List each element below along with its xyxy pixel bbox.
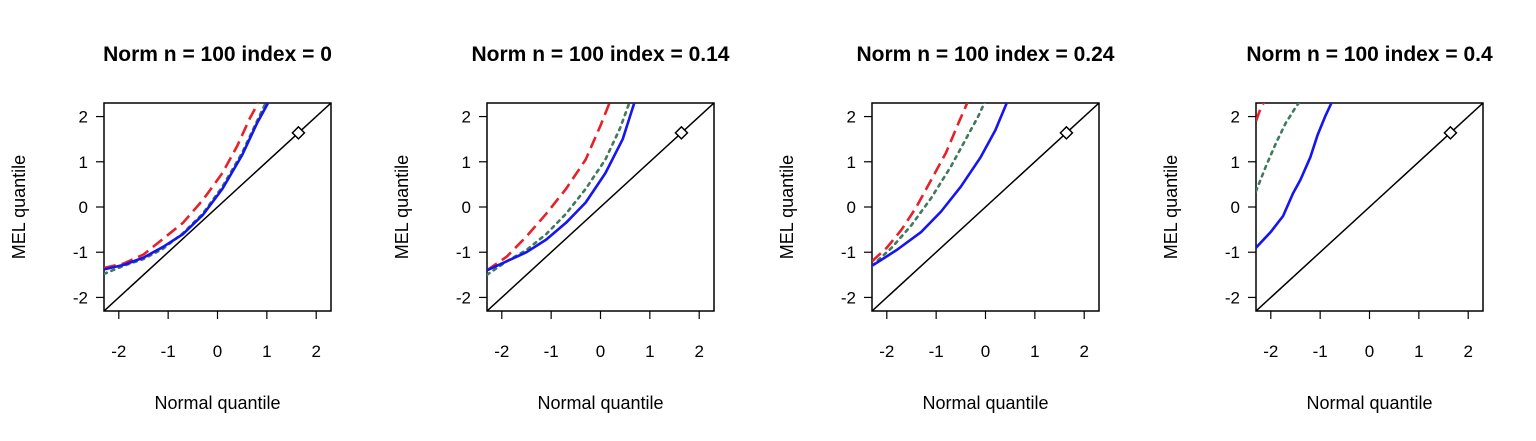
y-tick-label: 1 [847,153,856,172]
x-tick-label: -2 [494,342,509,361]
x-tick-label: 0 [213,342,222,361]
x-tick-label: -2 [1263,342,1278,361]
series-line-solid [1256,103,1333,249]
y-tick-label: 1 [79,153,88,172]
x-tick-label: 0 [981,342,990,361]
y-tick-label: -1 [73,243,88,262]
panel-title: Norm n = 100 index = 0.14 [472,43,730,66]
x-tick-label: 2 [694,342,703,361]
y-axis-label: MEL quantile [1161,155,1181,259]
x-tick-label: 0 [596,342,605,361]
y-tick-label: 1 [462,153,471,172]
y-axis-label: MEL quantile [777,155,797,259]
y-tick-label: -1 [456,243,471,262]
y-tick-label: 2 [1231,108,1240,127]
x-tick-label: -1 [161,342,176,361]
panel-4: Norm n = 100 index = 0.4 Normal quantile M… [1161,43,1493,413]
x-axis-label: Normal quantile [154,393,280,413]
series-line-solid [872,103,1009,267]
diamond-marker [674,125,689,140]
x-tick-label: 1 [1414,342,1423,361]
x-axis-label: Normal quantile [537,393,663,413]
panel-title: Norm n = 100 index = 0.4 [1246,43,1493,66]
x-tick-label: -1 [929,342,944,361]
diamond-marker [1059,125,1074,140]
x-axis-label: Normal quantile [922,393,1048,413]
series-line-dotted [487,103,631,277]
y-tick-label: -2 [456,288,471,307]
series-line-dotted [104,103,268,276]
x-tick-label: 2 [311,342,320,361]
y-axis-label: MEL quantile [392,155,412,259]
y-tick-label: 0 [462,198,471,217]
y-tick-label: -1 [1225,243,1240,262]
panel-title: Norm n = 100 index = 0.24 [857,43,1115,66]
y-tick-label: 2 [462,108,471,127]
y-tick-label: 2 [847,108,856,127]
series-line-dashed [487,103,611,272]
y-tick-label: -1 [841,243,856,262]
diamond-marker [291,125,306,140]
y-tick-label: -2 [73,288,88,307]
y-tick-label: 1 [1231,153,1240,172]
series-line-dashed [104,103,260,270]
x-tick-label: 1 [1030,342,1039,361]
x-tick-label: 2 [1079,342,1088,361]
y-tick-label: 0 [79,198,88,217]
x-axis-label: Normal quantile [1306,393,1432,413]
y-tick-label: 2 [79,108,88,127]
x-tick-label: -2 [879,342,894,361]
series-line-dotted [1256,103,1301,193]
diamond-marker [1443,125,1458,140]
reference-line [487,103,714,311]
y-tick-label: -2 [841,288,856,307]
reference-line [104,103,331,311]
x-tick-label: 1 [645,342,654,361]
y-tick-label: 0 [847,198,856,217]
series-line-dashed [1256,103,1266,122]
reference-line [1256,103,1483,311]
x-tick-label: -1 [1313,342,1328,361]
y-tick-label: 0 [1231,198,1240,217]
series-line-solid [487,103,636,272]
x-tick-label: 0 [1365,342,1374,361]
y-axis-label: MEL quantile [9,155,29,259]
x-tick-label: 1 [262,342,271,361]
x-tick-label: -2 [111,342,126,361]
panel-2: Norm n = 100 index = 0.14 Normal quantile… [392,43,730,413]
panel-1: Norm n = 100 index = 0 Normal quantile MEL… [9,43,332,413]
panel-title: Norm n = 100 index = 0 [103,43,332,66]
panel-3: Norm n = 100 index = 0.24 Normal quantile… [777,43,1115,413]
y-tick-label: -2 [1225,288,1240,307]
series-line-dashed [872,103,969,263]
series-line-solid [104,103,270,271]
x-tick-label: -1 [544,342,559,361]
x-tick-label: 2 [1463,342,1472,361]
reference-line [872,103,1099,311]
series-line-dotted [872,103,986,268]
